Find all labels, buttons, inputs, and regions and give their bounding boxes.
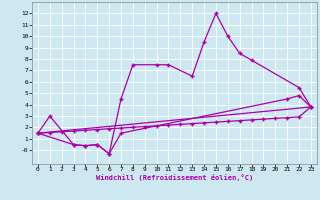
X-axis label: Windchill (Refroidissement éolien,°C): Windchill (Refroidissement éolien,°C) — [96, 174, 253, 181]
